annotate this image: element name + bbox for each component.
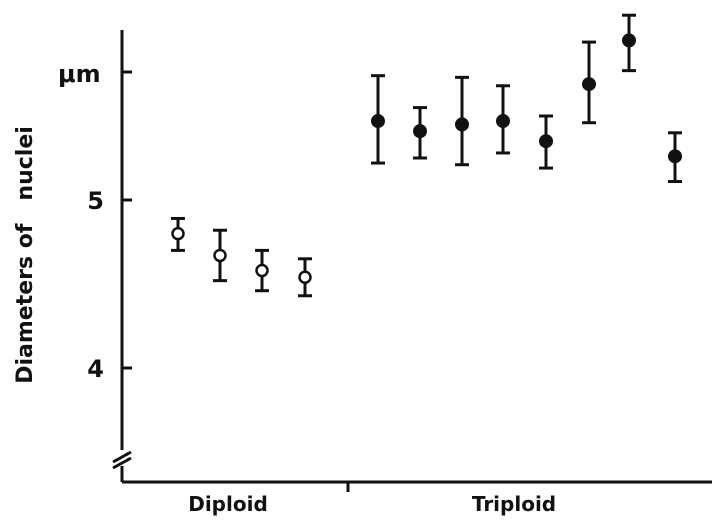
data-point-diploid-2 [213, 248, 227, 263]
y-axis-title: Diameters of nuclei [13, 126, 38, 384]
y-axis-break-mark [112, 456, 132, 470]
error-bars [171, 13, 682, 298]
data-point-triploid-1 [371, 114, 385, 129]
data-point-diploid-1 [171, 226, 185, 241]
data-point-triploid-4 [496, 114, 510, 129]
data-point-diploid-4 [298, 270, 312, 285]
data-point-triploid-3 [455, 117, 469, 132]
axes: 45 [87, 30, 712, 492]
data-point-triploid-7 [622, 33, 636, 48]
group-label-diploid: Diploid [188, 492, 268, 516]
data-point-triploid-6 [582, 77, 596, 92]
y-tick-label-5: 5 [87, 187, 104, 215]
data-point-triploid-5 [539, 134, 553, 149]
data-point-triploid-8 [668, 149, 682, 164]
data-point-triploid-2 [413, 124, 427, 139]
data-point-diploid-3 [255, 263, 269, 278]
y-tick-label-4: 4 [87, 355, 104, 383]
y-unit-label: μm [58, 60, 101, 88]
y-axis-break-mark [112, 450, 132, 464]
group-label-triploid: Triploid [472, 492, 556, 516]
data-points [171, 33, 682, 285]
